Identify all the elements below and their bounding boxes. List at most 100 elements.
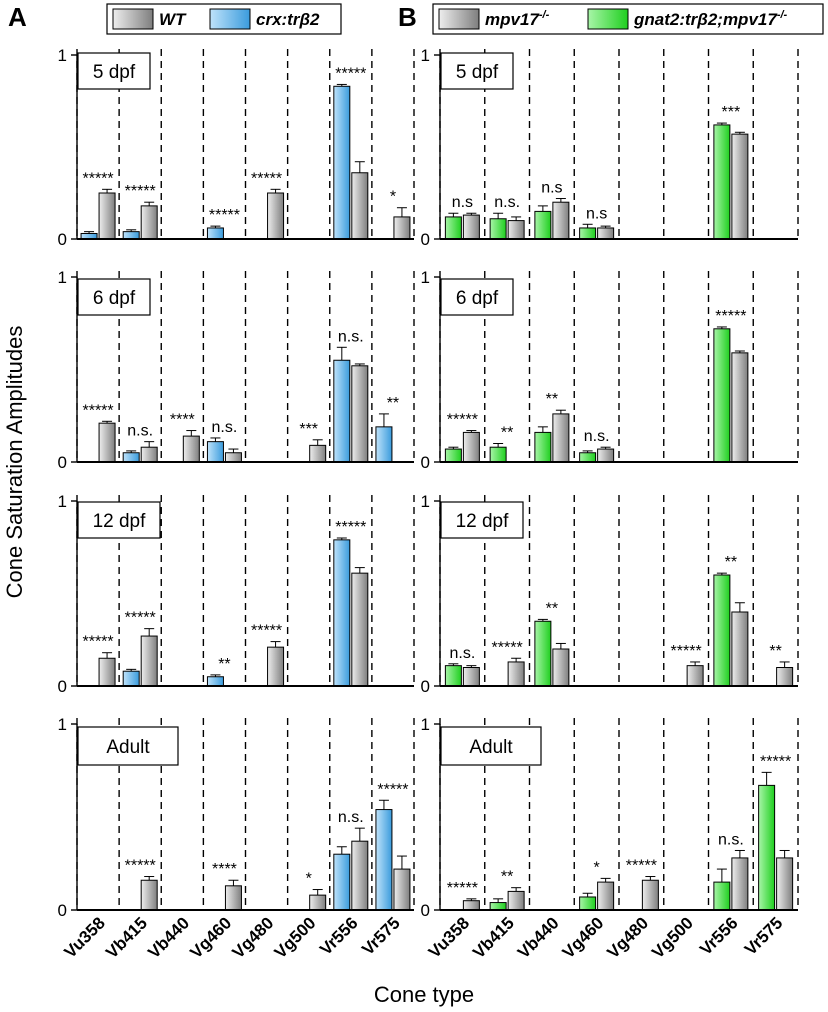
panel-label-b: B <box>398 2 417 32</box>
legend-label-mpv17: mpv17-/- <box>485 9 550 29</box>
panel-b-5-dpf-significance-vb415: n.s. <box>494 194 520 211</box>
panel-a-12-dpf-bar-vu358-control <box>98 657 116 687</box>
legend-label-crx: crx:trβ2 <box>256 10 320 29</box>
panel-a-5-dpf-bar-vg460-treated <box>206 227 224 240</box>
x-tick-label-b-vr556: Vr556 <box>696 913 742 959</box>
panel-a-adult-significance-vg500: * <box>306 871 312 888</box>
panel-a-adult-significance-vr575: ***** <box>377 781 408 798</box>
panel-a-6-dpf-bar-vb440-control <box>182 435 200 463</box>
panel-a-5-dpf-age-label: 5 dpf <box>93 62 136 83</box>
panel-a-6-dpf-bar-vb415-control <box>140 446 158 463</box>
panel-b-adult-significance-vr556: n.s. <box>718 831 744 848</box>
x-tick-label-b-vu358: Vu358 <box>425 913 473 961</box>
panel-b-adult-bar-vr575-treated <box>758 784 776 911</box>
panel-a-12-dpf-bar-vr556-treated <box>333 539 351 687</box>
panel-b-adult-significance-vb415: ** <box>501 869 513 886</box>
panel-b-5-dpf-significance-vg460: n.s <box>586 205 607 222</box>
x-tick-label-a-vg460: Vg460 <box>186 913 235 962</box>
panel-a-5-dpf-y-tick-label-max: 1 <box>58 46 67 65</box>
panel-b-12-dpf-significance-vb415: ***** <box>492 639 523 656</box>
panel-b-12-dpf-significance-vg500: ***** <box>671 643 702 660</box>
panel-b-6-dpf-significance-vu358: ***** <box>447 412 478 429</box>
panel-a-6-dpf-significance-vu358: ***** <box>82 402 113 419</box>
panel-b-5-dpf-significance-vb440: n.s <box>541 180 562 197</box>
panel-a-12-dpf-bar-vr556-control <box>351 572 369 687</box>
legend-swatch-gnat2 <box>587 8 629 30</box>
panel-b-adult-y-tick-label-min: 0 <box>421 901 430 920</box>
panel-a-12-dpf-bar-vb415-treated <box>122 670 140 687</box>
panel-a-6-dpf-bar-vr556-control <box>351 365 369 463</box>
panel-b-6-dpf-y-tick-label-max: 1 <box>421 268 430 287</box>
panel-b-adult-bar-vg480-control <box>641 879 659 911</box>
x-tick-label-b-vg460: Vg460 <box>559 913 608 962</box>
panel-a-6-dpf-bar-vg460-treated <box>206 441 224 463</box>
legend-swatch-crx <box>209 8 251 30</box>
x-tick-label-b-vb440: Vb440 <box>514 913 563 962</box>
panel-a-5-dpf-bar-vr556-treated <box>333 85 351 240</box>
panel-b-5-dpf: 1 0 n.s n.s. n.s n.s *** 5 dpf <box>421 46 799 249</box>
panel-a-6-dpf-significance-vg460: n.s. <box>212 419 238 436</box>
panel-b-12-dpf-bar-vg500-control <box>686 665 704 687</box>
panel-a-6-dpf-bar-vg460-control <box>224 452 242 463</box>
panel-a-adult-bar-vb415-control <box>140 879 158 911</box>
panel-b-adult: 10******** *****n.s.*****AdultVu358Vb415V… <box>421 715 799 962</box>
x-tick-label-b-vb415: Vb415 <box>469 913 518 962</box>
panel-b-12-dpf-bar-vr556-control <box>731 611 749 687</box>
panel-a-5-dpf-significance-vg460: ***** <box>209 207 240 224</box>
panel-a-6-dpf-age-label: 6 dpf <box>93 288 136 309</box>
x-tick-label-a-vb440: Vb440 <box>144 913 193 962</box>
panel-b-5-dpf-bar-vg460-control <box>597 227 615 240</box>
panel-a-6-dpf-significance-vb440: **** <box>170 412 195 429</box>
panel-a-adult: 10***** *****n.s.*****AdultVu358Vb415Vb44… <box>58 715 415 962</box>
panel-a-12-dpf-bar-vg480-control <box>267 646 285 687</box>
panel-b-12-dpf-y-tick-label-min: 0 <box>421 677 430 696</box>
panel-b-adult-significance-vg480: ***** <box>626 858 657 875</box>
panel-b-6-dpf: 10*********n.s.*****6 dpf <box>421 268 799 472</box>
panel-b-adult-significance-vu358: ***** <box>447 880 478 897</box>
panel-a-5-dpf-age-box <box>77 52 151 90</box>
panel-b-5-dpf-age-label: 5 dpf <box>456 62 499 83</box>
x-tick-label-a-vg500: Vg500 <box>271 913 320 962</box>
panel-a-5-dpf-bar-vr575-control <box>393 216 411 240</box>
panel-a-5-dpf-y-tick-label-min: 0 <box>58 230 67 249</box>
panel-b-adult-age-box <box>440 726 542 766</box>
panel-b-6-dpf-significance-vb415: ** <box>501 425 513 442</box>
panel-b-5-dpf-bar-vg460-treated <box>579 227 597 240</box>
panel-b-6-dpf-bar-vg460-control <box>597 448 615 463</box>
panel-b-6-dpf-bar-vb440-control <box>552 413 570 463</box>
panel-b-12-dpf-bar-vb440-treated <box>534 620 552 687</box>
panel-b-12-dpf-significance-vr575: ** <box>769 643 781 660</box>
panel-b-6-dpf-significance-vr556: ***** <box>715 308 746 325</box>
panel-b-6-dpf-bar-vr556-treated <box>713 328 731 463</box>
panel-a-12-dpf: 10**********************12 dpf <box>58 492 415 696</box>
panel-a-12-dpf-significance-vu358: ***** <box>82 634 113 651</box>
panel-a-adult-y-tick-label-max: 1 <box>58 715 67 734</box>
panel-b-adult-bar-vr575-control <box>776 857 794 911</box>
panel-a-6-dpf-bar-vr556-treated <box>333 359 351 463</box>
panel-a-adult-significance-vg460: **** <box>212 861 237 878</box>
legend-label-gnat2: gnat2:trβ2;mpv17-/- <box>633 9 788 29</box>
panel-b-12-dpf-significance-vb440: ** <box>546 600 558 617</box>
x-tick-label-b-vg480: Vg480 <box>603 913 652 962</box>
panel-a-12-dpf-age-label: 12 dpf <box>93 511 147 532</box>
panel-a-12-dpf-y-tick-label-min: 0 <box>58 677 67 696</box>
panel-b-5-dpf-bar-vu358-control <box>462 214 480 240</box>
panel-b-adult-age-label: Adult <box>469 737 513 758</box>
panel-b-5-dpf-bar-vb415-treated <box>489 218 507 240</box>
panel-a-adult-significance-vr556: n.s. <box>338 809 364 826</box>
panel-a-6-dpf-significance-vb415: n.s. <box>127 423 153 440</box>
panel-a-5-dpf-significance-vb415: ***** <box>125 183 156 200</box>
x-tick-label-a-vb415: Vb415 <box>102 913 151 962</box>
panel-b-6-dpf-bar-vu358-treated <box>444 448 462 463</box>
x-tick-label-b-vg500: Vg500 <box>648 913 697 962</box>
panel-b-12-dpf-bar-vb415-control <box>507 661 525 687</box>
panel-a-5-dpf-bar-vb415-control <box>140 205 158 240</box>
panel-b-5-dpf-y-tick-label-max: 1 <box>421 46 430 65</box>
panel-b-adult-bar-vb415-control <box>507 890 525 911</box>
legend-b: mpv17-/- gnat2:trβ2;mpv17-/- <box>432 3 824 35</box>
panel-label-a: A <box>8 2 27 32</box>
panel-b-adult-bar-vg460-control <box>597 881 615 911</box>
panel-a-5-dpf-bar-vg480-control <box>267 192 285 240</box>
panel-a-5-dpf-significance-vu358: ***** <box>82 170 113 187</box>
